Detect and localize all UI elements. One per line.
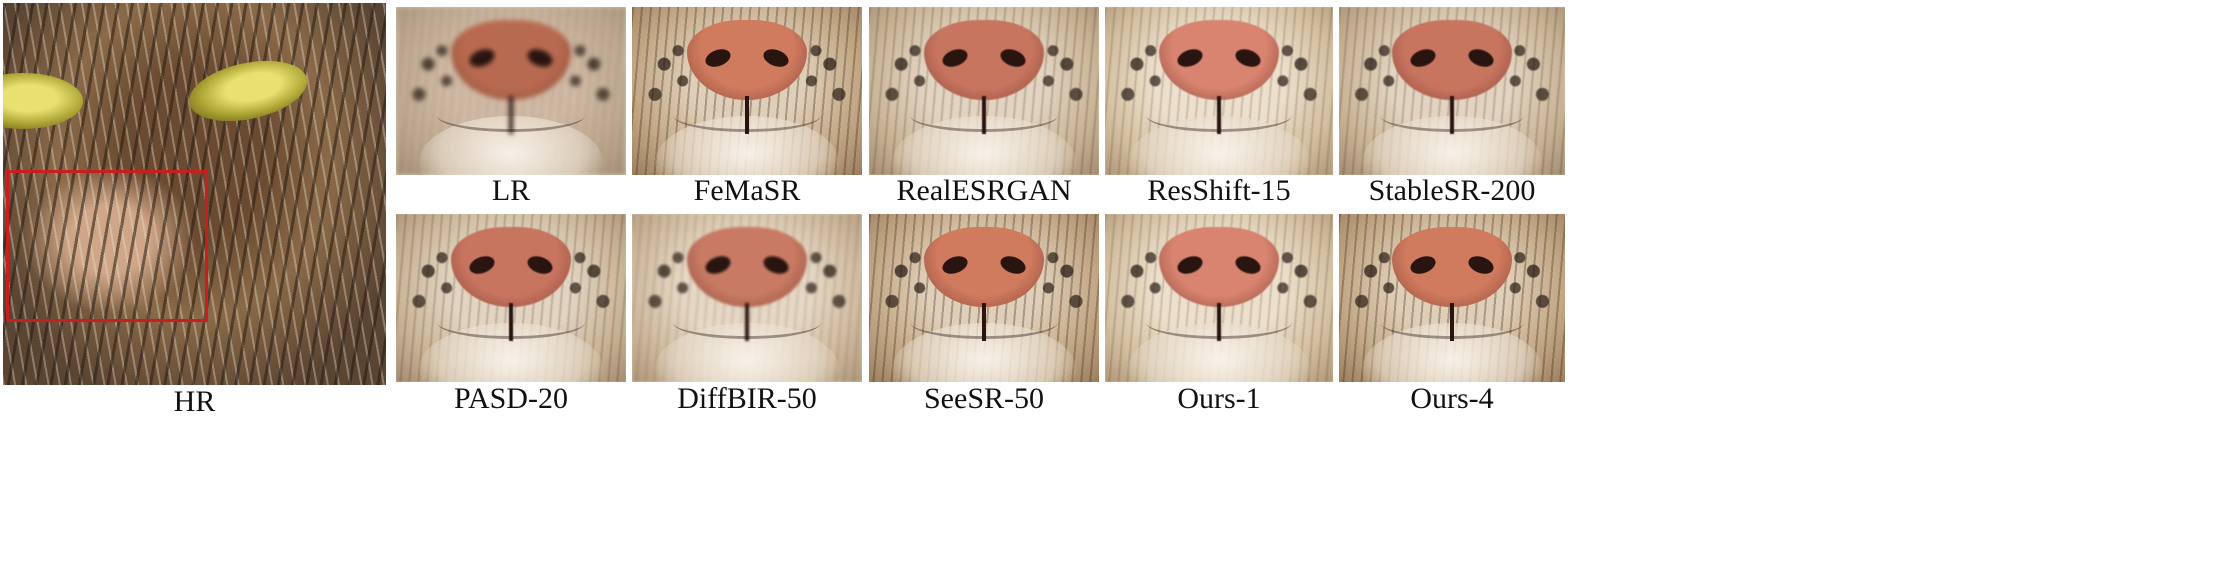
nostril xyxy=(998,46,1028,71)
philtrum-line xyxy=(1217,303,1221,342)
cat-nose xyxy=(687,20,807,135)
crop-caption: Ours-1 xyxy=(1177,382,1261,415)
philtrum-line xyxy=(1450,96,1454,135)
nostril xyxy=(1408,253,1438,278)
philtrum-line xyxy=(509,303,513,342)
cat-nose xyxy=(924,227,1044,342)
crop-caption: RealESRGAN xyxy=(896,174,1072,207)
right-eye xyxy=(183,51,313,131)
cat-nose xyxy=(1392,227,1512,342)
crop-panel-femasr xyxy=(632,7,862,175)
crop-panel-ours-1 xyxy=(1105,214,1333,382)
nostril xyxy=(1233,253,1263,278)
nostril xyxy=(467,253,497,278)
nostril xyxy=(1233,46,1263,71)
nostril xyxy=(1408,46,1438,71)
crop-highlight-box xyxy=(6,170,208,322)
philtrum-line xyxy=(509,96,513,135)
cat-nose xyxy=(1392,20,1512,135)
nostril xyxy=(703,46,733,71)
nostril xyxy=(761,253,791,278)
cat-nose xyxy=(1159,20,1279,135)
philtrum-line xyxy=(745,303,749,342)
cat-nose xyxy=(451,227,571,342)
crop-caption: LR xyxy=(491,174,531,207)
philtrum-line xyxy=(1217,96,1221,135)
crop-caption: DiffBIR-50 xyxy=(677,382,817,415)
cat-nose xyxy=(687,227,807,342)
cat-nose xyxy=(451,20,571,135)
hr-caption: HR xyxy=(173,385,216,418)
nostril xyxy=(940,46,970,71)
philtrum-line xyxy=(1450,303,1454,342)
crop-caption: FeMaSR xyxy=(693,174,801,207)
nostril xyxy=(998,253,1028,278)
crop-panel-lr xyxy=(396,7,626,175)
crop-caption: Ours-4 xyxy=(1410,382,1494,415)
crop-panel-stablesr-200 xyxy=(1339,7,1565,175)
philtrum-line xyxy=(745,96,749,135)
crop-panel-realesrgan xyxy=(869,7,1099,175)
nostril xyxy=(1175,253,1205,278)
nostril xyxy=(467,46,497,71)
hr-image xyxy=(3,3,386,385)
cat-nose xyxy=(924,20,1044,135)
crop-caption: ResShift-15 xyxy=(1147,174,1291,207)
crop-caption: PASD-20 xyxy=(454,382,568,415)
crop-caption: SeeSR-50 xyxy=(924,382,1044,415)
crop-panel-resshift-15 xyxy=(1105,7,1333,175)
nostril xyxy=(1466,46,1496,71)
nostril xyxy=(1466,253,1496,278)
crop-panel-pasd-20 xyxy=(396,214,626,382)
crop-panel-ours-4 xyxy=(1339,214,1565,382)
crop-panel-diffbir-50 xyxy=(632,214,862,382)
philtrum-line xyxy=(982,303,986,342)
crop-caption: StableSR-200 xyxy=(1368,174,1536,207)
nostril xyxy=(940,253,970,278)
crop-panel-seesr-50 xyxy=(869,214,1099,382)
left-eye xyxy=(3,73,83,129)
nostril xyxy=(525,46,555,71)
nostril xyxy=(525,253,555,278)
nostril xyxy=(1175,46,1205,71)
nostril xyxy=(761,46,791,71)
nostril xyxy=(703,253,733,278)
cat-nose xyxy=(1159,227,1279,342)
philtrum-line xyxy=(982,96,986,135)
